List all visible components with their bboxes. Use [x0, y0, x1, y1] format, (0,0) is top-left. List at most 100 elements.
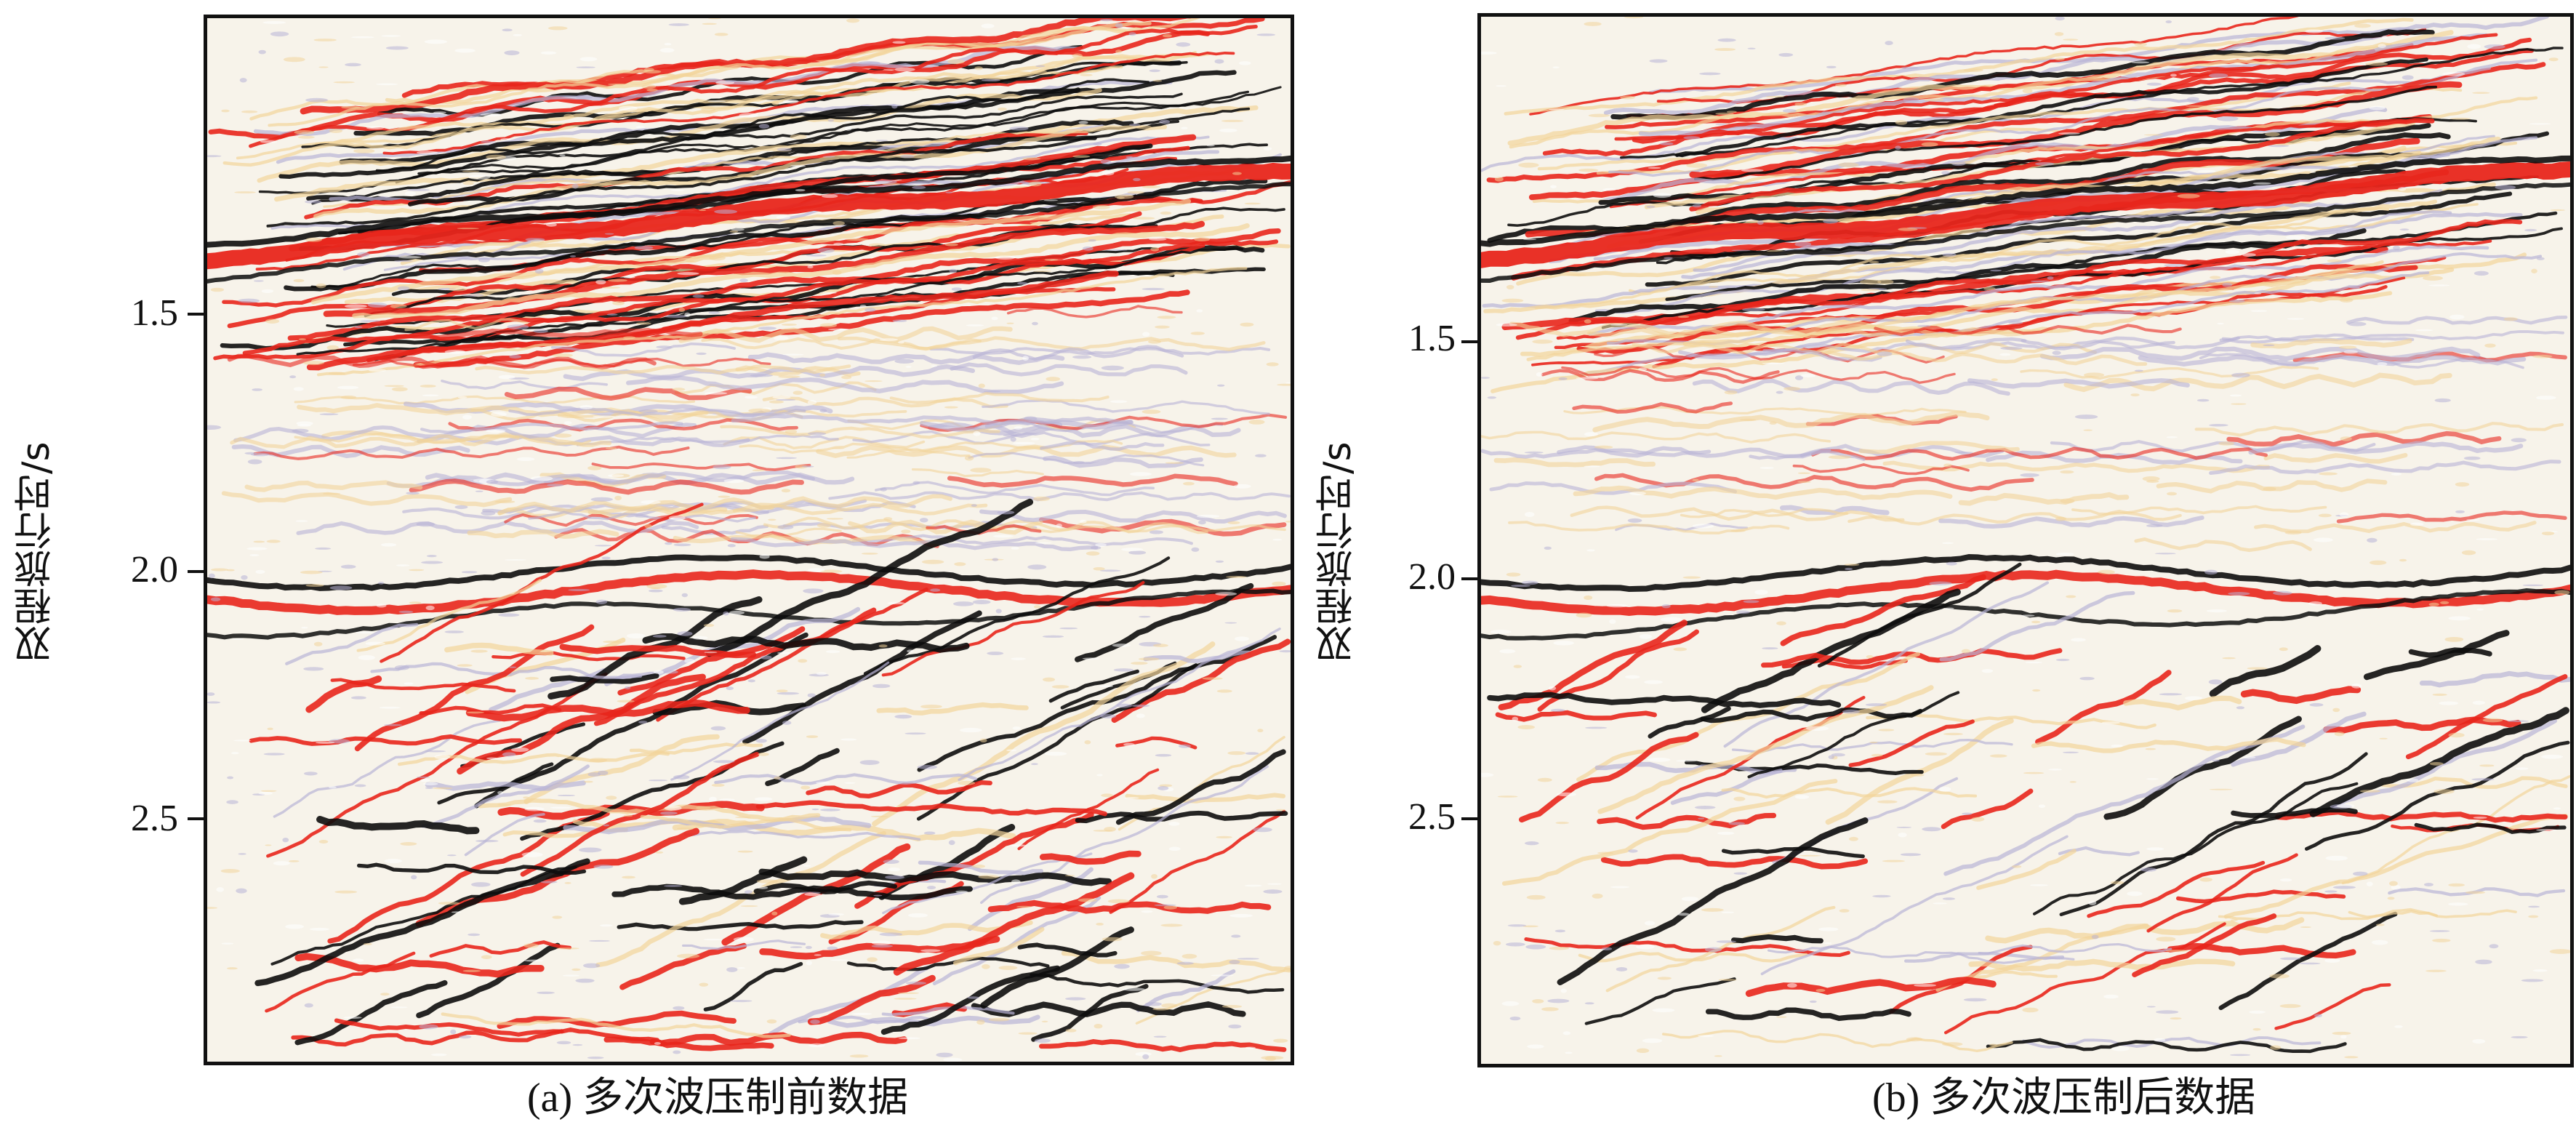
- seismic-speckle: [806, 961, 812, 966]
- seismic-speckle: [451, 911, 462, 913]
- seismic-event: [227, 211, 1142, 329]
- seismic-speckle: [2472, 92, 2490, 95]
- seismic-speckle: [1657, 977, 1672, 980]
- panel-b: 双程旅行时/s 1.5 2.0 2.5 (b) 多次波压制后数据: [1301, 0, 2576, 1130]
- seismic-speckle: [461, 294, 484, 297]
- seismic-speckle: [1638, 367, 1648, 371]
- seismic-speckle: [819, 569, 843, 573]
- seismic-speckle: [816, 672, 827, 676]
- seismic-speckle: [1030, 70, 1048, 75]
- seismic-speckle: [668, 23, 689, 26]
- seismic-event: [2087, 860, 2266, 918]
- seismic-speckle: [1831, 753, 1845, 757]
- seismic-speckle: [2398, 187, 2407, 191]
- seismic-speckle: [606, 313, 618, 316]
- seismic-speckle: [885, 875, 905, 880]
- seismic-speckle: [1653, 193, 1672, 199]
- seismic-speckle: [1494, 177, 1504, 182]
- seismic-speckle: [1059, 627, 1078, 630]
- seismic-speckle: [433, 111, 446, 114]
- seismic-event: [593, 607, 877, 726]
- seismic-speckle: [1279, 650, 1291, 653]
- seismic-event: [1968, 958, 2236, 972]
- seismic-event: [2218, 911, 2398, 1011]
- seismic-speckle: [357, 252, 370, 257]
- seismic-event: [404, 318, 529, 332]
- seismic-image: [1481, 17, 2570, 1064]
- seismic-speckle: [719, 798, 735, 801]
- seismic-speckle: [1525, 944, 1546, 950]
- seismic-speckle: [1989, 1043, 1997, 1046]
- seismic-speckle: [1757, 220, 1764, 225]
- seismic-speckle: [714, 209, 738, 215]
- seismic-speckle: [1493, 940, 1501, 946]
- seismic-event: [2132, 913, 2277, 977]
- seismic-event: [520, 752, 760, 877]
- seismic-speckle: [421, 561, 444, 564]
- seismic-speckle: [1100, 159, 1112, 164]
- seismic-event: [678, 326, 1013, 343]
- seismic-event: [2050, 439, 2376, 453]
- seismic-speckle: [814, 954, 822, 956]
- seismic-speckle: [622, 875, 635, 879]
- seismic-speckle: [294, 130, 315, 135]
- seismic-speckle: [231, 638, 244, 641]
- seismic-speckle: [547, 484, 564, 487]
- seismic-speckle: [1183, 481, 1195, 486]
- seismic-speckle: [1219, 128, 1237, 132]
- seismic-event: [1489, 481, 1738, 495]
- seismic-speckle: [676, 827, 694, 830]
- seismic-speckle: [1064, 875, 1075, 877]
- seismic-speckle: [390, 1006, 408, 1009]
- seismic-speckle: [2425, 969, 2447, 972]
- seismic-speckle: [1826, 65, 1837, 68]
- seismic-event: [1620, 47, 2564, 159]
- seismic-speckle: [646, 88, 658, 92]
- seismic-speckle: [1556, 792, 1577, 797]
- seismic-speckle: [208, 573, 215, 579]
- seismic-event: [1592, 411, 1990, 433]
- seismic-speckle: [571, 968, 581, 971]
- seismic-event: [2231, 807, 2358, 818]
- seismic-speckle: [537, 991, 555, 994]
- seismic-speckle: [545, 223, 557, 227]
- seismic-event: [1541, 369, 1780, 384]
- seismic-event: [207, 162, 1291, 270]
- seismic-speckle: [340, 395, 357, 399]
- seismic-speckle: [1871, 753, 1883, 757]
- seismic-speckle: [468, 175, 491, 180]
- seismic-speckle: [1157, 316, 1176, 319]
- seismic-event: [1594, 210, 2452, 314]
- seismic-speckle: [1963, 998, 1987, 1002]
- seismic-speckle: [1609, 619, 1616, 624]
- seismic-speckle: [600, 924, 613, 927]
- seismic-speckle: [1506, 572, 1521, 577]
- seismic-speckle: [2279, 1003, 2301, 1009]
- seismic-speckle: [612, 300, 625, 305]
- seismic-speckle: [614, 495, 622, 501]
- seismic-event: [1817, 562, 2022, 668]
- seismic-event: [2305, 740, 2570, 851]
- seismic-event: [2138, 354, 2527, 367]
- seismic-speckle: [1165, 462, 1184, 464]
- seismic-speckle: [1072, 355, 1092, 359]
- seismic-speckle: [1644, 680, 1663, 684]
- seismic-speckle: [2343, 350, 2358, 354]
- seismic-speckle: [583, 963, 601, 969]
- seismic-speckle: [1042, 635, 1064, 638]
- seismic-event: [1689, 118, 2435, 212]
- seismic-speckle: [641, 500, 661, 505]
- seismic-speckle: [2206, 609, 2227, 613]
- seismic-event: [1792, 463, 1970, 476]
- seismic-speckle: [1267, 883, 1282, 885]
- seismic-speckle: [491, 412, 507, 417]
- seismic-speckle: [2391, 473, 2402, 476]
- seismic-speckle: [2364, 62, 2388, 66]
- seismic-speckle: [1033, 496, 1050, 502]
- seismic-speckle: [533, 819, 547, 823]
- seismic-speckle: [2066, 595, 2077, 598]
- seismic-speckle: [2503, 317, 2518, 321]
- seismic-speckle: [971, 504, 977, 508]
- seismic-speckle: [947, 59, 965, 65]
- seismic-speckle: [1196, 309, 1203, 313]
